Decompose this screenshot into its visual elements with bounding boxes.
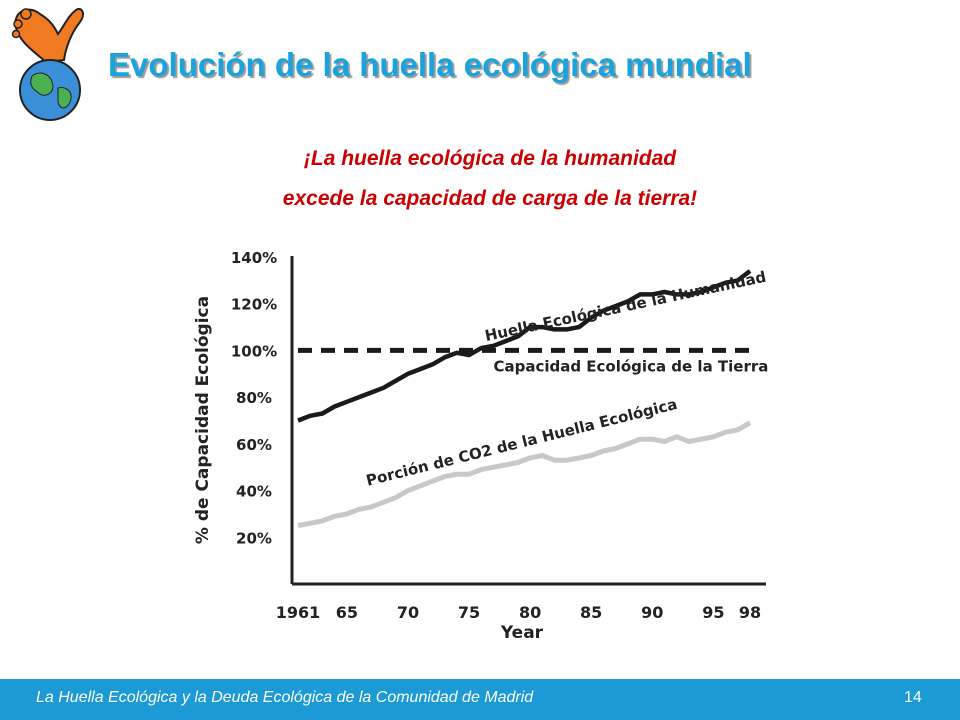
x-tick-label: 90 — [641, 603, 663, 622]
y-tick-label: 40% — [236, 483, 272, 501]
x-tick-label: 70 — [397, 603, 419, 622]
series-annotation: Capacidad Ecológica de la Tierra — [493, 357, 768, 375]
y-tick-labels: 20% 40% 60% 80% 100% 120% 140% — [231, 249, 277, 547]
y-tick-label: 20% — [236, 529, 272, 547]
x-tick-label: 98 — [739, 603, 761, 622]
ecological-footprint-chart: 20% 40% 60% 80% 100% 120% 140% 1961 65 70 75 80 85 9… — [193, 249, 768, 643]
humanity-footprint-line — [297, 269, 752, 423]
x-axis-label: Year — [500, 623, 544, 643]
x-tick-labels: 1961 65 70 75 80 85 90 95 98 — [276, 603, 761, 622]
series-layer — [297, 269, 752, 529]
chart-axes — [290, 256, 766, 586]
x-tick-label: 1961 — [276, 603, 321, 622]
y-tick-label: 100% — [231, 342, 277, 360]
x-tick-label: 80 — [519, 603, 541, 622]
subtitle-line-2: excede la capacidad de carga de la tierr… — [282, 187, 698, 210]
x-tick-label: 95 — [702, 603, 724, 622]
y-tick-label: 120% — [231, 296, 277, 314]
globe-with-foot-icon — [11, 8, 84, 121]
series-annotation: Huella Ecológica de la Humanidad — [483, 268, 768, 345]
page-number: 14 — [904, 689, 922, 706]
footer-text: La Huella Ecológica y la Deuda Ecológica… — [36, 689, 534, 706]
y-tick-label: 140% — [231, 249, 277, 267]
footer-bar: La Huella Ecológica y la Deuda Ecológica… — [0, 679, 960, 720]
annotation-layer: Huella Ecológica de la Humanidad Capacida… — [364, 268, 768, 490]
y-tick-label: 80% — [236, 389, 272, 407]
co2-portion-line — [297, 420, 752, 529]
subtitle-line-1: ¡La huella ecológica de la humanidad — [303, 147, 677, 170]
slide-title: Evolución de la huella ecológica mundial — [108, 46, 752, 83]
x-tick-label: 65 — [336, 603, 358, 622]
x-tick-label: 85 — [580, 603, 602, 622]
y-tick-label: 60% — [236, 436, 272, 454]
x-tick-label: 75 — [458, 603, 480, 622]
y-axis-label: % de Capacidad Ecológica — [193, 296, 213, 544]
